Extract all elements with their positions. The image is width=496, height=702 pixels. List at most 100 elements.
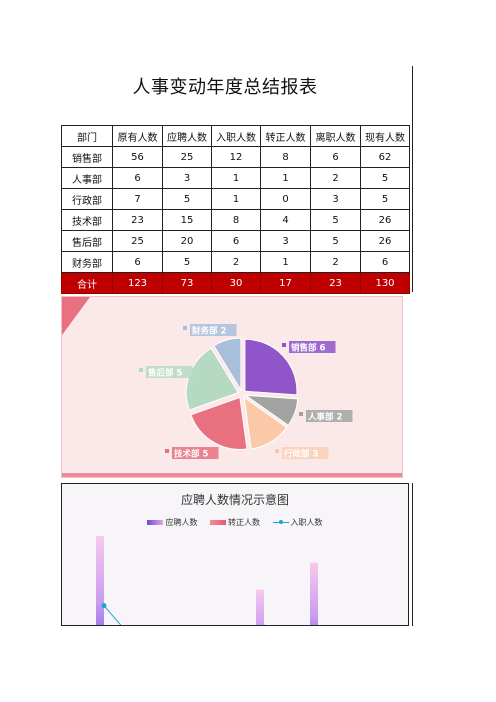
table-cell: 6	[112, 251, 163, 273]
table-cell: 23	[112, 209, 163, 231]
table-row: 售后部 25 20 6 3 5 26	[61, 230, 410, 252]
pie-slice	[190, 396, 248, 450]
pie-label-box	[172, 447, 219, 459]
pie-label-swatch	[183, 326, 187, 330]
table-cell: 2	[310, 251, 361, 273]
pie-label: 人事部 2	[308, 412, 342, 423]
table-cell: 技术部	[61, 209, 113, 231]
table-cell: 5	[360, 188, 410, 210]
table-cell: 25	[112, 230, 163, 252]
pie-label: 销售部 6	[291, 343, 325, 354]
page-divider-line-top	[412, 66, 413, 292]
pie-label-box	[289, 341, 336, 353]
table-cell: 6	[310, 146, 361, 168]
table-cell: 4	[260, 209, 311, 231]
pie-label-swatch	[275, 449, 279, 453]
table-cell: 1	[260, 167, 311, 189]
hr-summary-table: 部门 原有人数 应聘人数 入职人数 转正人数 离职人数 现有人数 销售部 56 25 12 8 6 62…	[61, 125, 410, 294]
line-hired	[103, 605, 122, 625]
table-cell: 1	[211, 167, 261, 189]
table-cell: 15	[162, 209, 212, 231]
table-cell: 1	[260, 251, 311, 273]
bar-chart	[96, 536, 318, 625]
page-divider-line-bottom	[412, 483, 413, 626]
line-point-hired	[262, 624, 266, 625]
total-cell: 合计	[61, 272, 113, 294]
table-cell: 12	[211, 146, 261, 168]
table-cell: 2	[211, 251, 261, 273]
table-row: 人事部 6 3 1 1 2 5	[61, 167, 410, 189]
pie-chart-panel: 销售部 6 人事部 2 行政部 3 技术部 5 售后部 5 财务部 2	[61, 296, 403, 478]
total-row: 合计 123 73 30 17 23 130	[61, 272, 410, 294]
line-point-hired	[101, 603, 107, 609]
legend-item-applicants: 应聘人数	[147, 517, 197, 528]
pie-label-box	[190, 324, 237, 336]
column-header: 转正人数	[260, 125, 311, 147]
pie-slice	[244, 394, 299, 427]
column-header: 部门	[61, 125, 113, 147]
table-header-row: 部门 原有人数 应聘人数 入职人数 转正人数 离职人数 现有人数	[61, 125, 410, 147]
total-cell: 17	[260, 272, 311, 294]
table-cell: 5	[310, 230, 361, 252]
pie-label: 技术部 5	[174, 449, 208, 460]
legend-item-regularized: 转正人数	[210, 517, 260, 528]
table-cell: 2	[310, 167, 361, 189]
bar-chart-title: 应聘人数情况示意图	[180, 493, 289, 507]
column-header: 离职人数	[310, 125, 361, 147]
bar-chart-panel: 应聘人数情况示意图 应聘人数 转正人数 入职人数	[61, 483, 409, 626]
table-cell: 3	[260, 230, 311, 252]
table-cell: 20	[162, 230, 212, 252]
pie-panel-bottom-stripe	[62, 473, 402, 477]
table-cell: 8	[211, 209, 261, 231]
column-header: 现有人数	[360, 125, 410, 147]
bar-applicants	[310, 562, 318, 625]
total-cell: 23	[310, 272, 361, 294]
table-cell: 人事部	[61, 167, 113, 189]
pie-chart: 销售部 6 人事部 2 行政部 3 技术部 5 售后部 5 财务部 2	[62, 297, 353, 460]
pie-slice	[243, 396, 288, 450]
corner-decoration	[62, 297, 90, 335]
pie-label: 财务部 2	[191, 326, 226, 337]
pie-label-swatch	[139, 368, 143, 372]
table-cell: 6	[211, 230, 261, 252]
legend-item-hired: 入职人数	[272, 517, 323, 528]
column-header: 入职人数	[211, 125, 261, 147]
column-header: 应聘人数	[162, 125, 212, 147]
bar-applicants	[96, 536, 104, 625]
table-cell: 6	[112, 167, 163, 189]
table-cell: 56	[112, 146, 163, 168]
table-cell: 5	[310, 209, 361, 231]
table-row: 财务部 6 5 2 1 2 6	[61, 251, 410, 273]
pie-label-box	[282, 447, 329, 459]
report-title: 人事变动年度总结报表	[132, 77, 318, 98]
pie-label-swatch	[299, 412, 303, 416]
pie-label-box	[146, 366, 193, 378]
table-cell: 1	[211, 188, 261, 210]
table-cell: 3	[310, 188, 361, 210]
table-cell: 5	[162, 251, 212, 273]
pie-label-swatch	[165, 449, 169, 453]
table-cell: 售后部	[61, 230, 113, 252]
pie-slice	[244, 338, 298, 396]
pie-label: 售后部 5	[147, 368, 182, 379]
total-cell: 73	[162, 272, 212, 294]
column-header: 原有人数	[112, 125, 163, 147]
table-cell: 6	[360, 251, 410, 273]
table-cell: 62	[360, 146, 410, 168]
table-cell: 7	[112, 188, 163, 210]
table-cell: 0	[260, 188, 311, 210]
table-cell: 25	[162, 146, 212, 168]
total-cell: 130	[360, 272, 410, 294]
pie-slice	[213, 337, 242, 392]
table-row: 销售部 56 25 12 8 6 62	[61, 146, 410, 168]
table-cell: 行政部	[61, 188, 113, 210]
table-cell: 财务部	[61, 251, 113, 273]
pie-label: 行政部 3	[283, 449, 318, 460]
table-row: 行政部 7 5 1 0 3 5	[61, 188, 410, 210]
bar-chart-legend: 应聘人数 转正人数 入职人数	[62, 517, 408, 528]
table-cell: 8	[260, 146, 311, 168]
pie-label-swatch	[282, 343, 286, 347]
table-cell: 26	[360, 209, 410, 231]
total-cell: 123	[112, 272, 163, 294]
table-row: 技术部 23 15 8 4 5 26	[61, 209, 410, 231]
